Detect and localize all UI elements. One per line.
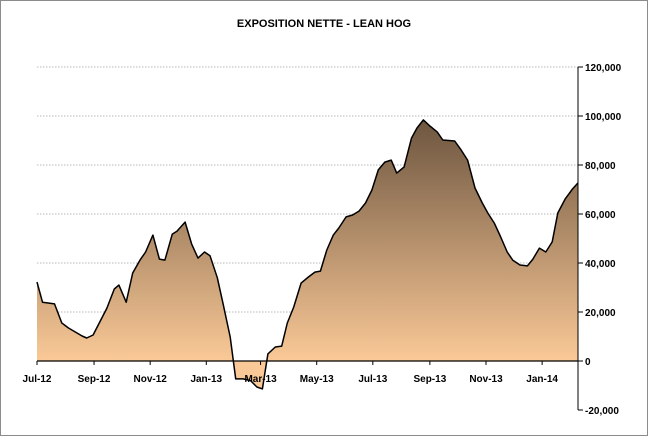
x-tick-label: Mar-13: [244, 374, 277, 385]
y-tick-label: 100,000: [585, 112, 622, 123]
x-tick-label: Sep-12: [78, 374, 111, 385]
x-tick-label: Jul-13: [358, 374, 387, 385]
x-tick-label: Jul-12: [23, 374, 52, 385]
y-tick-label: 80,000: [585, 161, 616, 172]
x-tick-label: Sep-13: [413, 374, 446, 385]
y-tick-label: -20,000: [585, 406, 619, 417]
y-tick-label: 120,000: [585, 63, 622, 74]
x-tick-label: Jan-14: [526, 374, 558, 385]
y-tick-label: 60,000: [585, 210, 616, 221]
x-tick-label: May-13: [300, 374, 334, 385]
series-line: [36, 119, 579, 390]
axes: -20,000 0 20,000 40,000 60,000 80,000 100,000 1…: [23, 63, 622, 417]
x-tick-label: Jan-13: [190, 374, 222, 385]
x-tick-label: Nov-12: [133, 374, 167, 385]
y-tick-label: 20,000: [585, 308, 616, 319]
series-area: [37, 119, 578, 389]
x-tick-label: Nov-13: [469, 374, 503, 385]
y-tick-label: 0: [585, 357, 591, 368]
chart-title: EXPOSITION NETTE - LEAN HOG: [237, 18, 411, 30]
y-tick-label: 40,000: [585, 259, 616, 270]
